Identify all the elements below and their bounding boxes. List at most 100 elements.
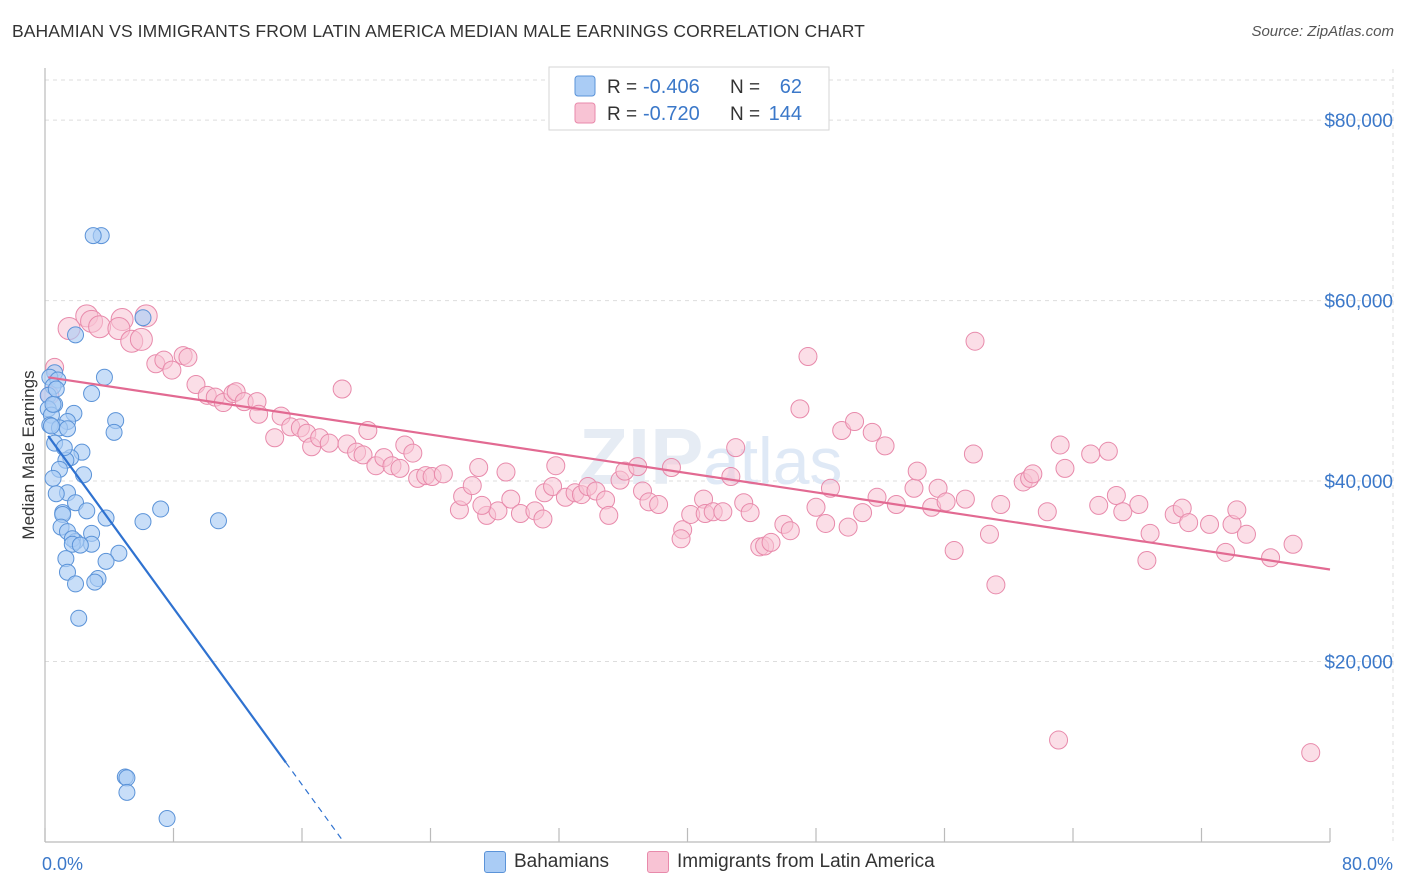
data-point-bahamian (58, 420, 76, 438)
data-point-latin-america (469, 458, 489, 478)
data-point-bahamian (152, 500, 170, 518)
data-point-latin-america (955, 489, 975, 509)
data-point-latin-america (162, 360, 182, 380)
data-point-latin-america (1179, 513, 1199, 533)
data-point-latin-america (501, 489, 521, 509)
data-point-bahamian (97, 552, 115, 570)
data-point-latin-america (816, 513, 836, 533)
data-point-latin-america (265, 428, 285, 448)
data-point-latin-america (1200, 514, 1220, 534)
data-point-latin-america (390, 458, 410, 478)
data-point-bahamian (44, 395, 62, 413)
legend-n-label: N = (730, 77, 760, 98)
data-point-latin-america (838, 517, 858, 537)
legend-r-value: -0.406 (643, 76, 700, 98)
x-tick-labels: 0.0% 80.0% (42, 854, 1393, 874)
data-point-bahamian (110, 544, 128, 562)
data-point-bahamian (71, 536, 89, 554)
x-tick-label: 80.0% (1342, 854, 1393, 874)
data-point-latin-america (721, 467, 741, 487)
data-point-latin-america (1261, 548, 1281, 568)
data-point-latin-america (496, 462, 516, 482)
data-point-latin-america (726, 438, 746, 458)
legend-n-value: 62 (780, 76, 802, 98)
data-point-bahamian (42, 417, 60, 435)
data-point-bahamian (70, 609, 88, 627)
legend-r-value: -0.720 (643, 103, 700, 125)
data-point-latin-america (88, 315, 112, 339)
data-point-bahamian (134, 309, 152, 327)
data-point-bahamian (118, 783, 136, 801)
data-point-bahamian (44, 469, 62, 487)
data-point-bahamian (55, 439, 73, 457)
data-point-latin-america (1055, 458, 1075, 478)
bottom-legend-label: Bahamians (514, 851, 610, 872)
data-point-bahamian (118, 769, 136, 787)
data-point-bahamian (209, 512, 227, 530)
chart-source: Source: ZipAtlas.com (1251, 23, 1394, 40)
data-point-latin-america (986, 575, 1006, 595)
data-point-latin-america (661, 458, 681, 478)
legend-n-value: 144 (769, 103, 802, 125)
data-point-bahamian (75, 466, 93, 484)
axes (44, 68, 1331, 843)
y-axis-title: Median Male Earnings (19, 370, 38, 539)
data-point-latin-america (599, 505, 619, 525)
data-point-latin-america (1106, 485, 1126, 505)
y-tick-label: $60,000 (1324, 292, 1393, 313)
data-point-latin-america (790, 399, 810, 419)
legend-box: R = -0.406 N = 62 R = -0.720 N = 144 (548, 66, 830, 131)
trend-line-bahamians (47, 435, 287, 764)
data-point-latin-america (403, 443, 423, 463)
data-point-latin-america (936, 492, 956, 512)
data-point-latin-america (1050, 435, 1070, 455)
data-point-bahamian (67, 326, 85, 344)
data-point-latin-america (1081, 444, 1101, 464)
bahamian-points (39, 227, 227, 828)
data-point-bahamian (58, 563, 76, 581)
data-point-latin-america (780, 521, 800, 541)
data-point-latin-america (178, 347, 198, 367)
data-point-latin-america (1236, 524, 1256, 544)
data-point-latin-america (332, 379, 352, 399)
gridlines (45, 69, 1394, 842)
data-point-latin-america (761, 532, 781, 552)
data-point-latin-america (991, 495, 1011, 515)
data-point-latin-america (845, 412, 865, 432)
y-tick-label: $40,000 (1324, 472, 1393, 493)
bottom-legend-swatch-bahamians (484, 851, 506, 873)
data-point-latin-america (1089, 495, 1109, 515)
data-point-bahamian (83, 385, 101, 403)
trend-line-bahamians-extension (285, 762, 343, 841)
data-point-latin-america (1037, 502, 1057, 522)
bottom-legend: Bahamians Immigrants from Latin America (0, 851, 1406, 877)
data-point-latin-america (875, 436, 895, 456)
data-point-latin-america (1227, 500, 1247, 520)
legend-swatch-latin-america (574, 102, 596, 124)
trend-line-latin-america (48, 376, 1331, 571)
data-point-latin-america (671, 529, 691, 549)
trend-lines (47, 376, 1331, 841)
data-point-latin-america (1140, 523, 1160, 543)
data-point-latin-america (740, 503, 760, 523)
data-point-latin-america (944, 541, 964, 561)
legend-n-label: N = (730, 104, 760, 125)
data-point-bahamian (47, 380, 65, 398)
data-point-latin-america (820, 478, 840, 498)
data-point-bahamian (134, 513, 152, 531)
y-tick-label: $80,000 (1324, 111, 1393, 132)
data-point-latin-america (963, 444, 983, 464)
chart-title: BAHAMIAN VS IMMIGRANTS FROM LATIN AMERIC… (12, 21, 865, 41)
data-point-latin-america (965, 331, 985, 351)
data-point-latin-america (1301, 743, 1321, 763)
data-point-bahamian (67, 575, 85, 593)
data-point-latin-america (433, 464, 453, 484)
data-point-latin-america (462, 476, 482, 496)
data-point-latin-america (353, 445, 373, 465)
data-point-latin-america (649, 495, 669, 515)
data-point-latin-america (1137, 550, 1157, 570)
bottom-legend-label: Immigrants from Latin America (677, 851, 935, 872)
data-point-latin-america (979, 524, 999, 544)
data-point-bahamian (86, 573, 104, 591)
